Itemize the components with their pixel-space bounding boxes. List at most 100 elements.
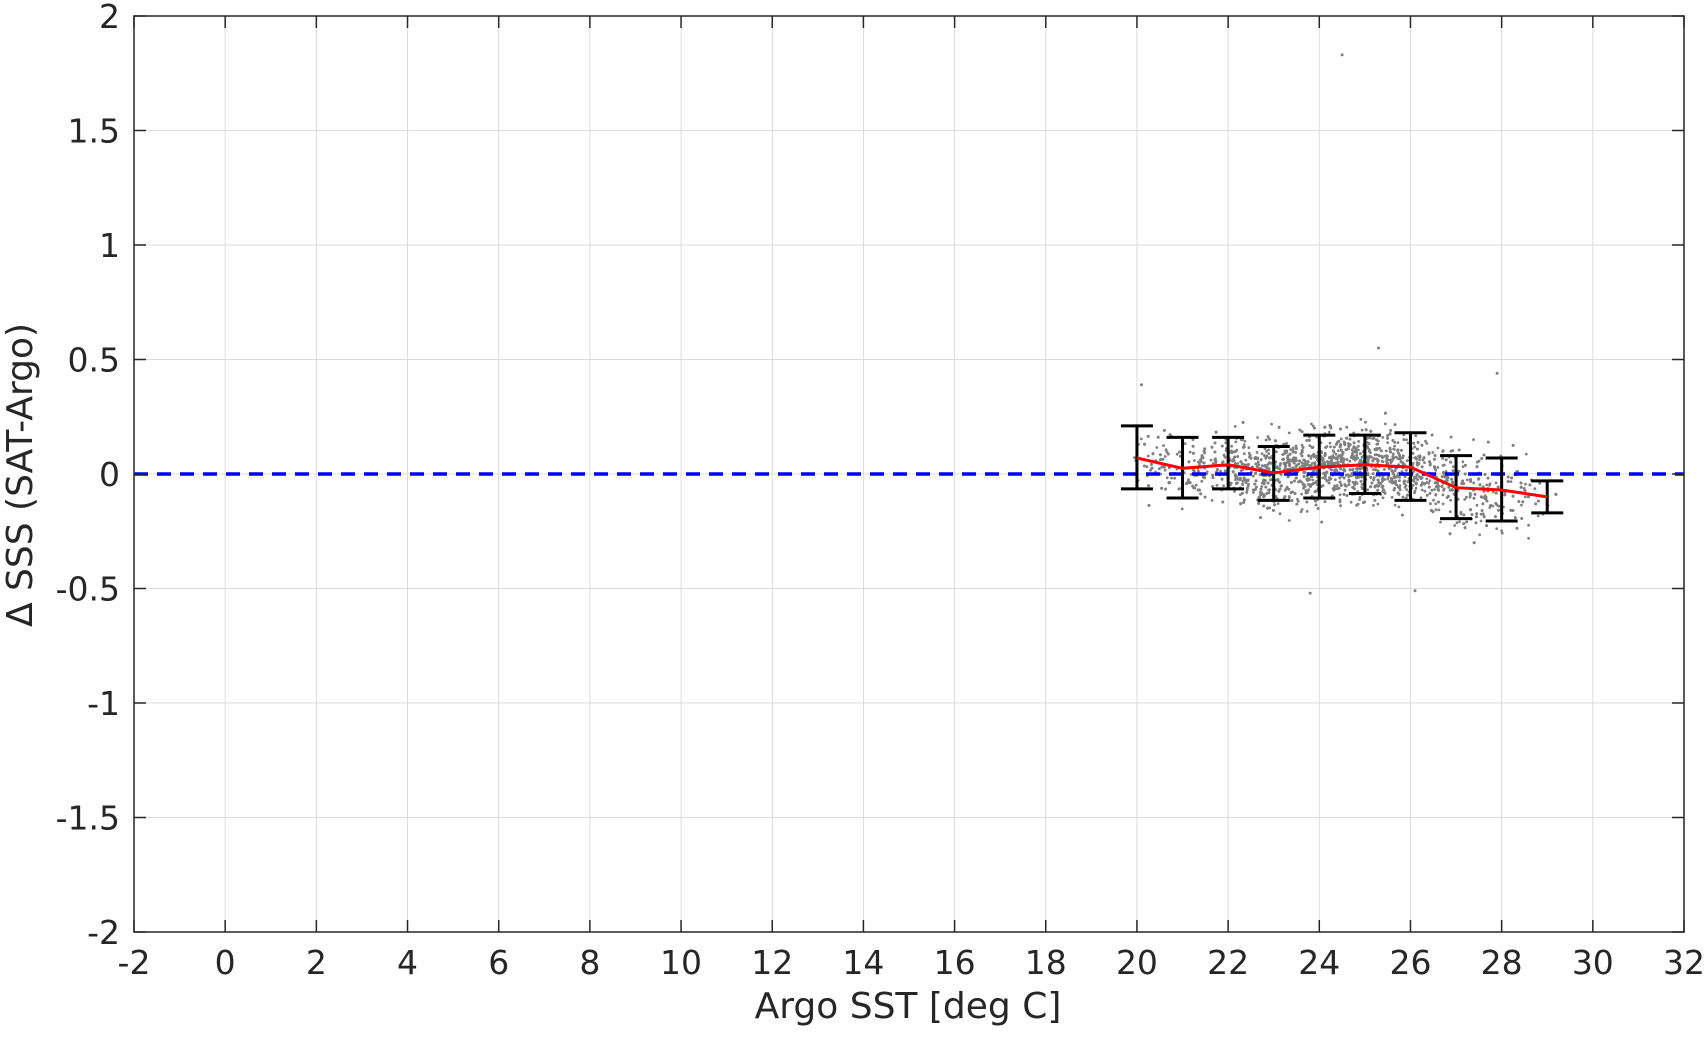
scatter-point — [1342, 493, 1346, 496]
scatter-point — [1448, 510, 1452, 513]
scatter-point — [1255, 465, 1259, 468]
scatter-point — [1417, 462, 1421, 465]
scatter-point — [1425, 477, 1429, 481]
scatter-point — [1411, 484, 1415, 487]
scatter-point — [1244, 478, 1247, 482]
scatter-point — [1451, 481, 1455, 484]
scatter-point — [1429, 502, 1432, 506]
scatter-point — [1357, 444, 1360, 448]
scatter-point — [1284, 487, 1288, 491]
scatter-point — [1170, 476, 1173, 480]
scatter-point — [1337, 439, 1341, 443]
scatter-point — [1337, 449, 1340, 453]
scatter-point — [1155, 446, 1159, 449]
scatter-point — [1390, 478, 1394, 482]
scatter-point — [1475, 503, 1479, 507]
scatter-point — [1145, 465, 1149, 468]
scatter-point — [1229, 449, 1233, 453]
scatter-point — [1388, 480, 1392, 483]
scatter-point — [1393, 423, 1397, 426]
scatter-point — [1300, 464, 1304, 468]
scatter-point — [1242, 501, 1245, 504]
scatter-point — [1223, 469, 1227, 473]
scatter-point — [1325, 479, 1329, 483]
scatter-point — [1163, 468, 1167, 472]
scatter-point — [1452, 465, 1455, 469]
scatter-point — [1354, 446, 1358, 450]
scatter-point — [1305, 510, 1309, 513]
scatter-point — [1163, 455, 1167, 458]
scatter-point — [1472, 481, 1476, 485]
scatter-point — [1259, 493, 1262, 497]
scatter-point — [1497, 504, 1501, 508]
scatter-point — [1461, 479, 1464, 483]
scatter-point — [1159, 453, 1162, 457]
scatter-point — [1384, 422, 1387, 426]
scatter-point — [1326, 460, 1329, 463]
scatter-point — [1257, 463, 1261, 467]
scatter-point — [1333, 487, 1337, 491]
scatter-point — [1494, 515, 1497, 518]
scatter-point — [1485, 524, 1488, 527]
scatter-point — [1323, 425, 1327, 429]
scatter-point — [1264, 438, 1268, 442]
scatter-point — [1427, 451, 1431, 455]
scatter-point — [1265, 465, 1269, 469]
scatter-point — [1133, 456, 1136, 459]
scatter-point — [1224, 441, 1228, 445]
scatter-point — [1418, 475, 1421, 479]
scatter-point — [1478, 483, 1482, 487]
x-tick-label: 26 — [1389, 943, 1431, 982]
scatter-point — [1356, 448, 1360, 452]
scatter-point — [1405, 488, 1408, 491]
scatter-point — [1430, 433, 1434, 437]
scatter-point — [1267, 491, 1271, 495]
scatter-point — [1268, 506, 1272, 510]
scatter-point — [1352, 441, 1356, 445]
scatter-point — [1381, 484, 1385, 488]
scatter-point — [1275, 450, 1278, 454]
scatter-point — [1370, 481, 1374, 485]
scatter-point — [1286, 454, 1290, 457]
scatter-point — [1412, 479, 1416, 483]
scatter-point — [1431, 451, 1435, 454]
scatter-point — [1399, 460, 1403, 464]
scatter-point — [1445, 475, 1449, 478]
scatter-point — [1393, 444, 1396, 448]
scatter-point — [1469, 480, 1472, 483]
scatter-point — [1220, 477, 1224, 481]
scatter-point — [1191, 484, 1195, 488]
scatter-point — [1420, 443, 1424, 447]
scatter-point — [1385, 457, 1389, 461]
scatter-point — [1335, 442, 1338, 446]
scatter-point — [1343, 442, 1347, 446]
scatter-point — [1267, 467, 1271, 471]
scatter-point — [1187, 460, 1191, 464]
scatter-point — [1497, 508, 1500, 512]
scatter-point — [1199, 458, 1202, 462]
scatter-point — [1352, 445, 1356, 449]
scatter-point — [1288, 464, 1292, 468]
scatter-point — [1314, 503, 1318, 507]
scatter-point — [1478, 533, 1481, 537]
scatter-point — [1398, 456, 1402, 459]
scatter-point — [1466, 478, 1469, 482]
scatter-point — [1349, 474, 1353, 477]
scatter-point — [1369, 485, 1372, 489]
scatter-point — [1433, 457, 1436, 461]
scatter-point — [1294, 465, 1298, 469]
scatter-point — [1423, 482, 1426, 486]
scatter-point — [1199, 492, 1203, 496]
scatter-point — [1247, 463, 1250, 466]
scatter-point — [1294, 451, 1298, 454]
scatter-point — [1509, 509, 1513, 512]
scatter-point — [1397, 492, 1401, 496]
scatter-point — [1434, 502, 1438, 506]
y-tick-label: -2 — [87, 913, 120, 952]
scatter-point — [1339, 427, 1342, 431]
scatter-point — [1200, 454, 1204, 458]
scatter-point — [1441, 449, 1445, 453]
scatter-point — [1273, 503, 1276, 507]
scatter-point — [1391, 471, 1395, 475]
y-tick-labels: 2 1.5 1 0.5 0 -0.5 -1 -1.5 -2 — [56, 0, 120, 952]
